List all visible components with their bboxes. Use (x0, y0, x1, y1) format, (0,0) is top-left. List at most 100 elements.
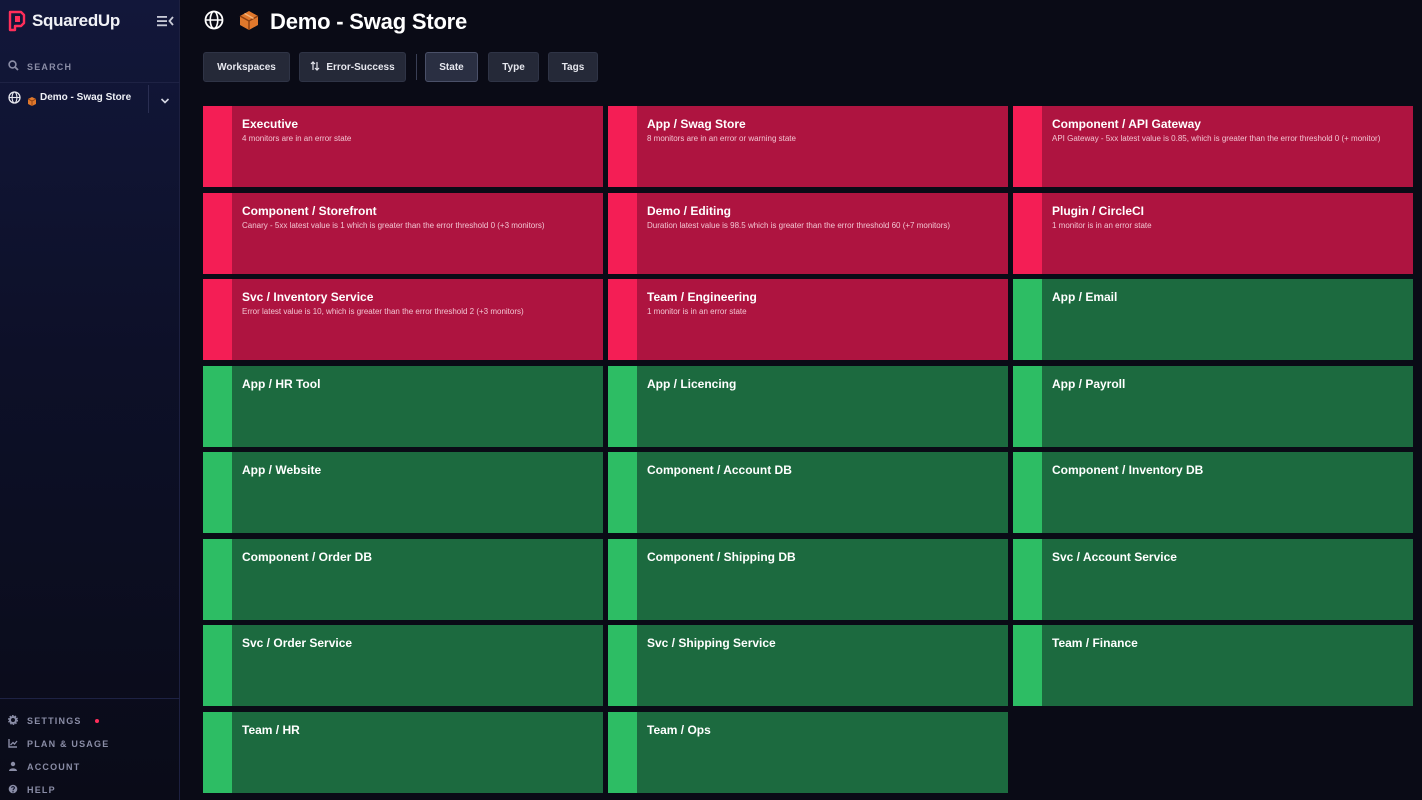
tile-description: API Gateway - 5xx latest value is 0.85, … (1052, 134, 1381, 143)
success-state-indicator (1013, 366, 1042, 447)
sidebar-item-label: PLAN & USAGE (27, 739, 110, 749)
error-state-indicator (608, 106, 637, 187)
page-title: Demo - Swag Store (270, 9, 468, 34)
health-tile[interactable]: Plugin / CircleCI 1 monitor is in an erro… (1013, 193, 1413, 274)
search-button[interactable]: SEARCH (8, 58, 72, 76)
health-tile[interactable]: Executive 4 monitors are in an error stat… (203, 106, 603, 187)
globe-icon (204, 10, 224, 35)
health-tile[interactable]: App / Payroll (1013, 366, 1413, 447)
success-state-indicator (608, 452, 637, 533)
chart-icon (8, 735, 18, 753)
tile-title: Component / Storefront (242, 204, 377, 218)
success-state-indicator (203, 539, 232, 620)
state-button[interactable]: State (425, 52, 478, 82)
health-tile[interactable]: App / Website (203, 452, 603, 533)
tile-title: Plugin / CircleCI (1052, 204, 1145, 218)
success-state-indicator (608, 366, 637, 447)
error-state-indicator (1013, 106, 1042, 187)
tile-title: Component / Shipping DB (647, 550, 796, 564)
sidebar: SquaredUp SEARCH (0, 0, 180, 800)
error-state-indicator (203, 193, 232, 274)
chevron-down-icon[interactable] (160, 93, 170, 111)
tile-title: App / Payroll (1052, 377, 1126, 391)
health-tile[interactable]: Component / Storefront Canary - 5xx lates… (203, 193, 603, 274)
package-icon (27, 93, 37, 111)
gear-icon (7, 712, 19, 730)
success-state-indicator (608, 539, 637, 620)
alert-dot (94, 719, 99, 723)
tile-title: App / Licencing (647, 377, 737, 391)
health-tile[interactable]: Svc / Order Service (203, 625, 603, 706)
tile-title: App / Swag Store (647, 117, 746, 131)
health-tile[interactable]: App / HR Tool (203, 366, 603, 447)
tile-title: Component / Order DB (242, 550, 373, 564)
sidebar-item-label: SETTINGS (27, 716, 82, 726)
health-tile[interactable]: Team / Ops (608, 712, 1008, 793)
tile-title: Svc / Inventory Service (242, 290, 374, 304)
workspace-label: Demo - Swag Store (40, 92, 132, 103)
health-tile[interactable]: Team / Finance (1013, 625, 1413, 706)
health-tile[interactable]: Component / API Gateway API Gateway - 5xx… (1013, 106, 1413, 187)
health-tile[interactable]: Component / Account DB (608, 452, 1008, 533)
tile-title: Team / HR (242, 723, 300, 737)
tile-title: Executive (242, 117, 299, 131)
health-tile[interactable]: App / Swag Store 8 monitors are in an err… (608, 106, 1008, 187)
squaredup-logo-icon (8, 10, 26, 32)
button-label: State (439, 61, 464, 73)
brand[interactable]: SquaredUp (8, 10, 120, 32)
health-tile[interactable]: Component / Inventory DB (1013, 452, 1413, 533)
sidebar-item-help[interactable]: HELP (8, 781, 56, 799)
health-tile[interactable]: Component / Order DB (203, 539, 603, 620)
health-tile[interactable]: Team / HR (203, 712, 603, 793)
sidebar-item-label: HELP (27, 785, 56, 795)
success-state-indicator (608, 712, 637, 793)
button-label: Error-Success (326, 61, 395, 73)
tile-title: App / Website (242, 463, 322, 477)
collapse-sidebar-icon[interactable] (156, 13, 174, 29)
error-success-sort-button[interactable]: Error-Success (299, 52, 406, 82)
user-icon (8, 758, 18, 776)
tile-description: 8 monitors are in an error or warning st… (647, 134, 796, 143)
health-tile[interactable]: Svc / Shipping Service (608, 625, 1008, 706)
health-tile[interactable]: Svc / Account Service (1013, 539, 1413, 620)
divider (148, 85, 149, 113)
tile-description: 4 monitors are in an error state (242, 134, 352, 143)
error-state-indicator (203, 279, 232, 360)
tile-title: Demo / Editing (647, 204, 731, 218)
sidebar-item-account[interactable]: ACCOUNT (8, 758, 80, 776)
health-tile[interactable]: Team / Engineering 1 monitor is in an err… (608, 279, 1008, 360)
tile-description: Duration latest value is 98.5 which is g… (647, 221, 951, 230)
sidebar-item-label: ACCOUNT (27, 762, 81, 772)
success-state-indicator (1013, 539, 1042, 620)
divider (416, 54, 417, 80)
health-tile[interactable]: Demo / Editing Duration latest value is 9… (608, 193, 1008, 274)
success-state-indicator (608, 625, 637, 706)
tile-title: Team / Engineering (647, 290, 757, 304)
health-tile-grid: Executive 4 monitors are in an error stat… (203, 106, 1413, 794)
error-state-indicator (608, 193, 637, 274)
tags-button[interactable]: Tags (548, 52, 598, 82)
success-state-indicator (1013, 625, 1042, 706)
health-tile[interactable]: Component / Shipping DB (608, 539, 1008, 620)
brand-name: SquaredUp (32, 11, 120, 30)
button-label: Workspaces (217, 61, 276, 73)
health-tile[interactable]: Svc / Inventory Service Error latest valu… (203, 279, 603, 360)
health-tile[interactable]: App / Licencing (608, 366, 1008, 447)
type-button[interactable]: Type (488, 52, 539, 82)
sidebar-item-plan-usage[interactable]: PLAN & USAGE (8, 735, 109, 753)
sidebar-item-workspace[interactable]: Demo - Swag Store (0, 82, 180, 113)
workspaces-button[interactable]: Workspaces (203, 52, 290, 82)
bottom-nav: SETTINGS PLAN & USAGE (0, 698, 180, 795)
error-state-indicator (608, 279, 637, 360)
tile-title: Team / Ops (647, 723, 711, 737)
success-state-indicator (203, 366, 232, 447)
tile-title: Component / Account DB (647, 463, 792, 477)
search-icon (8, 58, 19, 76)
health-tile[interactable]: App / Email (1013, 279, 1413, 360)
button-label: Tags (561, 61, 585, 73)
success-state-indicator (203, 452, 232, 533)
package-icon (234, 9, 260, 36)
sidebar-item-settings[interactable]: SETTINGS (7, 712, 99, 730)
tile-description: Canary - 5xx latest value is 1 which is … (242, 221, 545, 230)
